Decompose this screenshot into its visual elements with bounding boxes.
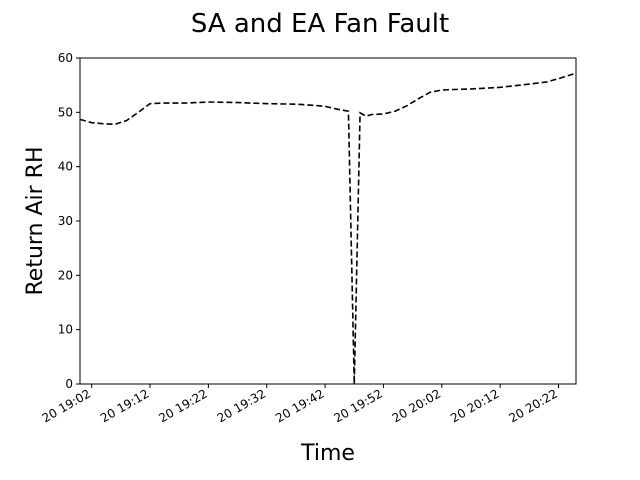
- y-tick-label: 10: [58, 323, 73, 337]
- x-axis-label: Time: [300, 441, 355, 466]
- x-tick-label: 20 19:22: [156, 386, 209, 425]
- series-line: [79, 72, 577, 385]
- y-tick-label: 0: [65, 377, 73, 391]
- x-tick-label: 20 19:32: [215, 386, 268, 425]
- x-tick-label: 20 19:02: [40, 386, 93, 425]
- y-tick-label: 20: [58, 268, 73, 282]
- x-tick-label: 20 19:52: [331, 386, 384, 425]
- x-tick-label: 20 19:42: [273, 386, 326, 425]
- y-tick-label: 60: [58, 51, 73, 65]
- x-tick-label: 20 19:12: [98, 386, 151, 425]
- y-tick-label: 30: [58, 214, 73, 228]
- y-axis-label: Return Air RH: [23, 146, 48, 295]
- chart-title: SA and EA Fan Fault: [191, 9, 449, 39]
- y-tick-label: 40: [58, 160, 73, 174]
- y-tick-label: 50: [58, 105, 73, 119]
- x-tick-label: 20 20:22: [507, 386, 560, 425]
- x-tick-label: 20 20:02: [390, 386, 443, 425]
- plot-frame: [79, 57, 577, 385]
- x-tick-label: 20 20:12: [448, 386, 501, 425]
